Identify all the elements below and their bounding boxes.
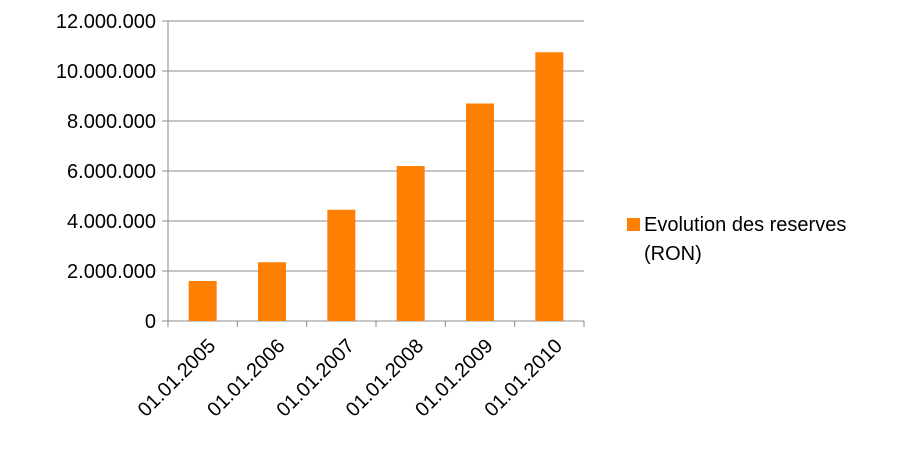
bar (535, 52, 564, 321)
gridlines (168, 20, 584, 272)
legend-swatch-icon (627, 218, 640, 231)
legend: Evolution des reserves (RON) (627, 214, 846, 265)
y-tick-label: 0 (145, 311, 156, 333)
legend-label-line1: Evolution des reserves (644, 214, 846, 236)
bars (188, 52, 564, 321)
y-tick-label: 4.000.000 (67, 211, 156, 233)
bar (188, 281, 217, 321)
legend-label-line2: (RON) (644, 243, 702, 265)
bar (396, 166, 425, 321)
y-tick-label: 12.000.000 (56, 11, 156, 33)
axes (162, 20, 585, 327)
x-tick-labels: 01.01.200501.01.200601.01.200701.01.2008… (134, 335, 567, 421)
bar (258, 262, 286, 321)
y-tick-label: 6.000.000 (67, 161, 156, 183)
y-tick-label: 2.000.000 (67, 261, 156, 283)
y-tick-labels: 0 2.000.000 4.000.000 6.000.000 8.000.000 10.… (56, 11, 156, 333)
y-tick-label: 10.000.000 (56, 61, 156, 83)
bar (327, 209, 356, 321)
bar (466, 103, 494, 321)
y-tick-label: 8.000.000 (67, 111, 156, 133)
